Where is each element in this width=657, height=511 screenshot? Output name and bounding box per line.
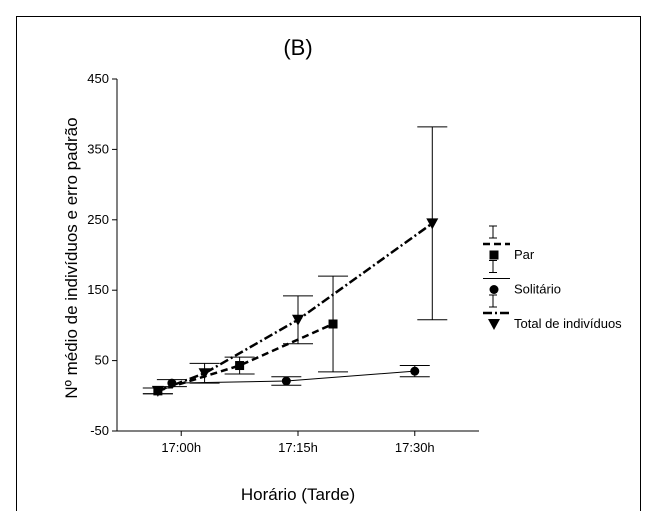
- legend-label: Par: [514, 247, 535, 262]
- x-tick-label: 17:00h: [161, 440, 201, 455]
- series-circle: [156, 365, 430, 388]
- figure-frame: [16, 16, 641, 511]
- data-point: [426, 218, 439, 230]
- series-square: [142, 275, 349, 396]
- data-point: [235, 361, 245, 371]
- legend-label: Solitário: [514, 282, 561, 297]
- chart-title: (B): [283, 35, 312, 60]
- plot-area: [142, 126, 448, 397]
- data-point: [410, 366, 420, 376]
- legend-entry: Total de indivíduos: [483, 294, 622, 331]
- data-point: [151, 385, 164, 397]
- y-tick-label: 150: [87, 282, 109, 297]
- series-triangle-down: [142, 126, 448, 397]
- x-axis-label: Horário (Tarde): [241, 485, 355, 504]
- y-tick-label: 50: [95, 353, 109, 368]
- y-tick-label: 250: [87, 212, 109, 227]
- legend-entry: Solitário: [483, 260, 561, 297]
- y-tick-label: 450: [87, 71, 109, 86]
- legend-marker: [488, 319, 500, 330]
- x-tick-label: 17:30h: [395, 440, 435, 455]
- y-axis-label: Nº médio de indivíduos e erro padrão: [62, 117, 81, 398]
- x-tick-label: 17:15h: [278, 440, 318, 455]
- legend-entry: Par: [483, 225, 535, 262]
- series-line: [157, 222, 434, 393]
- data-point: [328, 319, 338, 329]
- legend: Par Solitário Total de indivíduos: [483, 225, 622, 331]
- y-tick-label: 350: [87, 141, 109, 156]
- legend-label: Total de indivíduos: [514, 316, 622, 331]
- axes: -50 50 150 250 350 450 17:00h 17:15h 17:30h: [87, 71, 479, 455]
- data-point: [281, 376, 291, 386]
- y-tick-label: -50: [90, 423, 109, 438]
- legend-marker: [489, 285, 499, 294]
- legend-marker: [489, 250, 499, 260]
- data-point: [198, 368, 211, 380]
- data-point: [292, 314, 304, 326]
